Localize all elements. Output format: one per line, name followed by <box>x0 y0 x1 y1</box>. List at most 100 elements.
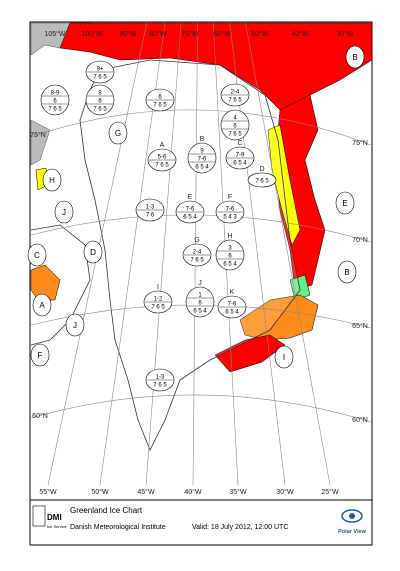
egg-line: 1-3 <box>156 375 165 381</box>
latitude-label: 60°N <box>352 416 368 424</box>
longitude-label: 105°W <box>44 30 65 38</box>
egg-letter: I <box>157 284 159 291</box>
egg-line: 7-6 <box>226 207 235 213</box>
longitude-label: 45°W <box>137 488 155 496</box>
region-circle <box>65 313 85 337</box>
region-circle <box>32 293 52 317</box>
egg-letter: D <box>259 166 264 173</box>
egg-code <box>187 142 217 174</box>
egg-line: 5 4 3 <box>223 215 237 221</box>
region-letter: B <box>344 268 349 277</box>
egg-line: 6 <box>228 254 232 260</box>
region-letter: A <box>39 301 45 310</box>
latitude-label: 65°N <box>352 322 368 330</box>
longitude-label: 50°W <box>91 488 109 496</box>
egg-line: 7 6 5 <box>48 107 62 113</box>
logo-shield <box>32 505 46 527</box>
region-letter: C <box>34 251 40 260</box>
region-letter: B <box>352 53 357 62</box>
longitude-label: 30°W <box>336 30 354 38</box>
egg-line: 6 <box>98 99 102 105</box>
egg-letter: H <box>227 233 232 240</box>
egg-letter: J <box>198 280 202 287</box>
egg-line: 7 6 5 <box>93 75 107 81</box>
egg-letter: G <box>194 237 199 244</box>
latitude-label: 70°N <box>352 236 368 244</box>
latitude-label: 75°N <box>30 131 46 139</box>
egg-line: 6 <box>198 301 202 307</box>
egg-line: 9 <box>200 149 204 155</box>
region-letter: E <box>342 199 347 208</box>
region-letter: H <box>49 176 55 185</box>
egg-line: 9+ <box>97 67 104 73</box>
egg-code <box>220 109 250 141</box>
region-circle <box>27 243 47 267</box>
egg-letter: C <box>237 140 242 147</box>
region-circle <box>83 240 103 264</box>
frame <box>29 21 373 546</box>
egg-letter: F <box>228 194 232 201</box>
egg-line: 2-4 <box>193 250 202 256</box>
egg-line: 4 <box>233 116 237 122</box>
region-circle <box>108 121 128 145</box>
longitude-label: 25°W <box>321 488 339 496</box>
egg-line: 6 <box>233 124 237 130</box>
region-letter: I <box>283 353 285 362</box>
logo-sub: Ice Service <box>47 524 68 529</box>
longitude-label: 90°W <box>119 30 137 38</box>
region-circle <box>274 345 294 369</box>
longitude-label: 60°W <box>213 30 231 38</box>
egg-line: 3 <box>228 246 232 252</box>
region-circle <box>337 260 357 284</box>
egg-line: 1 <box>198 293 202 299</box>
land <box>30 119 51 166</box>
ice-very-close <box>214 334 286 373</box>
egg-line: 6 5 4 <box>193 309 207 315</box>
meridian <box>145 22 182 486</box>
parallel <box>30 394 372 423</box>
region-circle <box>42 168 62 192</box>
egg-line: 1-2 <box>154 297 163 303</box>
longitude-label: 55°W <box>39 488 57 496</box>
longitude-label: 70°W <box>181 30 199 38</box>
partner-name: Polar View <box>338 529 366 535</box>
longitude-label: 80°W <box>149 30 167 38</box>
egg-line: 6 5 4 <box>223 262 237 268</box>
institute: Danish Meteorological Institute <box>70 524 166 531</box>
region-circle <box>345 45 365 69</box>
region-letter: D <box>90 248 96 257</box>
egg-line: 7-6 <box>198 157 207 163</box>
egg-line: 7 6 5 <box>93 107 107 113</box>
region-letter: G <box>115 129 121 138</box>
egg-line: 8 <box>98 91 102 97</box>
longitude-label: 100°W <box>81 30 102 38</box>
egg-line: 7 6 5 <box>151 305 165 311</box>
longitude-label: 40°W <box>291 30 309 38</box>
egg-code <box>85 84 115 116</box>
egg-line: 7 6 5 <box>153 383 167 389</box>
region-letter: J <box>73 321 77 330</box>
egg-line: 6 5 4 <box>183 215 197 221</box>
longitude-label: 50°W <box>251 30 269 38</box>
egg-line: 7-6 <box>186 207 195 213</box>
egg-letter: A <box>160 142 165 149</box>
egg-line: 7-6 <box>228 302 237 308</box>
egg-line: 7-9 <box>236 153 245 159</box>
egg-line: 7 6 5 <box>228 98 242 104</box>
partner-logo <box>349 513 355 519</box>
egg-letter: E <box>188 194 193 201</box>
logo-text: DMI <box>47 513 62 522</box>
valid-time: Valid: 18 July 2012, 12:00 UTC <box>192 524 288 531</box>
egg-line: 2-4 <box>231 90 240 96</box>
egg-code <box>215 239 245 271</box>
egg-line: 6 5 4 <box>233 161 247 167</box>
egg-line: 7 6 5 <box>255 179 269 185</box>
latitude-label: 60°N <box>32 412 48 420</box>
egg-line: 6 <box>158 95 162 101</box>
chart-title: Greenland Ice Chart <box>70 506 143 515</box>
egg-letter: K <box>230 289 235 296</box>
longitude-label: 35°W <box>229 488 247 496</box>
region-circle <box>335 191 355 215</box>
